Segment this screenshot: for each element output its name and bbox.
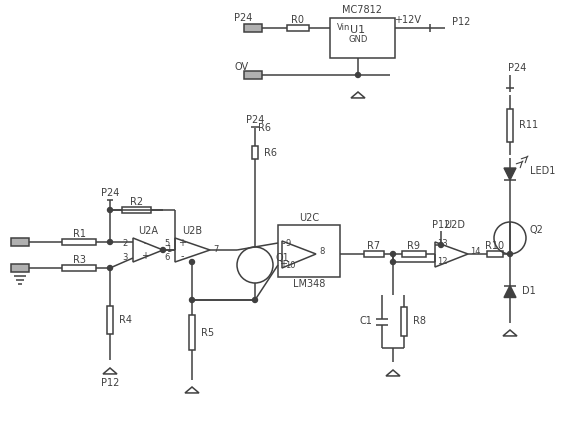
Bar (244, 71, 262, 79)
Text: P24: P24 (246, 115, 264, 125)
Text: LM348: LM348 (293, 279, 325, 289)
Circle shape (438, 243, 444, 247)
Text: R9: R9 (407, 241, 420, 251)
Text: U1: U1 (350, 25, 366, 35)
Text: 2: 2 (122, 239, 128, 247)
Circle shape (253, 298, 257, 303)
Text: U2B: U2B (182, 226, 203, 236)
Circle shape (391, 259, 395, 265)
Bar (107, 306, 113, 334)
Text: 9: 9 (285, 239, 290, 247)
Text: R10: R10 (486, 241, 504, 251)
Text: 14: 14 (470, 247, 481, 257)
Bar (122, 207, 151, 213)
Bar (244, 24, 262, 32)
Text: +: + (279, 259, 287, 269)
Text: +: + (141, 251, 149, 261)
Text: U2C: U2C (299, 213, 319, 223)
Text: -: - (180, 251, 184, 261)
Text: R11: R11 (519, 120, 538, 130)
Text: R1: R1 (73, 229, 86, 239)
Bar (189, 314, 195, 351)
Text: Vin: Vin (337, 23, 350, 33)
Circle shape (161, 247, 165, 253)
Circle shape (107, 239, 112, 244)
Text: +: + (178, 238, 186, 248)
Text: U2A: U2A (138, 226, 158, 236)
Bar (11, 264, 29, 272)
Bar (62, 265, 96, 271)
Text: R4: R4 (119, 315, 132, 325)
Text: R6: R6 (264, 147, 277, 157)
Text: 13: 13 (437, 239, 448, 248)
Text: P24: P24 (508, 63, 526, 73)
Polygon shape (504, 168, 516, 180)
Text: R7: R7 (367, 241, 381, 251)
Bar (507, 108, 513, 142)
Text: GND: GND (348, 35, 367, 45)
Bar (62, 239, 96, 245)
Bar (278, 225, 340, 277)
Text: 10: 10 (285, 261, 295, 269)
Text: R5: R5 (201, 328, 214, 337)
Text: 7: 7 (213, 246, 218, 254)
Text: D1: D1 (522, 287, 536, 296)
Circle shape (107, 265, 112, 270)
Text: R0: R0 (291, 15, 304, 25)
Text: 6: 6 (164, 253, 170, 262)
Text: 8: 8 (319, 247, 324, 257)
Text: R8: R8 (413, 317, 426, 326)
Text: P24: P24 (234, 13, 252, 23)
Text: P12: P12 (101, 378, 119, 388)
Text: U2D: U2D (445, 220, 466, 230)
Text: R2: R2 (130, 197, 143, 207)
Bar (287, 25, 309, 31)
Bar (487, 251, 503, 257)
Bar (252, 146, 258, 159)
Text: -: - (281, 238, 285, 248)
Text: 1: 1 (166, 246, 171, 254)
Text: 5: 5 (164, 239, 170, 247)
Circle shape (507, 251, 512, 257)
Text: C1: C1 (359, 317, 372, 326)
Text: R6: R6 (258, 123, 271, 133)
Circle shape (190, 259, 194, 265)
Text: 3: 3 (122, 253, 128, 262)
Text: MC7812: MC7812 (342, 5, 382, 15)
Circle shape (190, 298, 194, 303)
Text: -: - (143, 238, 147, 248)
Text: 12: 12 (437, 258, 448, 266)
Text: R3: R3 (73, 255, 86, 265)
Bar (330, 18, 395, 58)
Circle shape (107, 208, 112, 213)
Text: P12: P12 (432, 220, 450, 230)
Polygon shape (504, 285, 516, 298)
Text: P24: P24 (101, 188, 119, 198)
Text: P12: P12 (452, 17, 470, 27)
Circle shape (356, 72, 361, 78)
Circle shape (391, 251, 395, 257)
Bar (364, 251, 385, 257)
Bar (11, 238, 29, 246)
Text: OV: OV (235, 62, 249, 72)
Text: Q2: Q2 (530, 225, 544, 235)
Bar (401, 307, 407, 336)
Bar (403, 251, 425, 257)
Text: +12V: +12V (395, 15, 421, 25)
Text: Q1: Q1 (275, 253, 289, 263)
Text: LED1: LED1 (530, 166, 556, 176)
